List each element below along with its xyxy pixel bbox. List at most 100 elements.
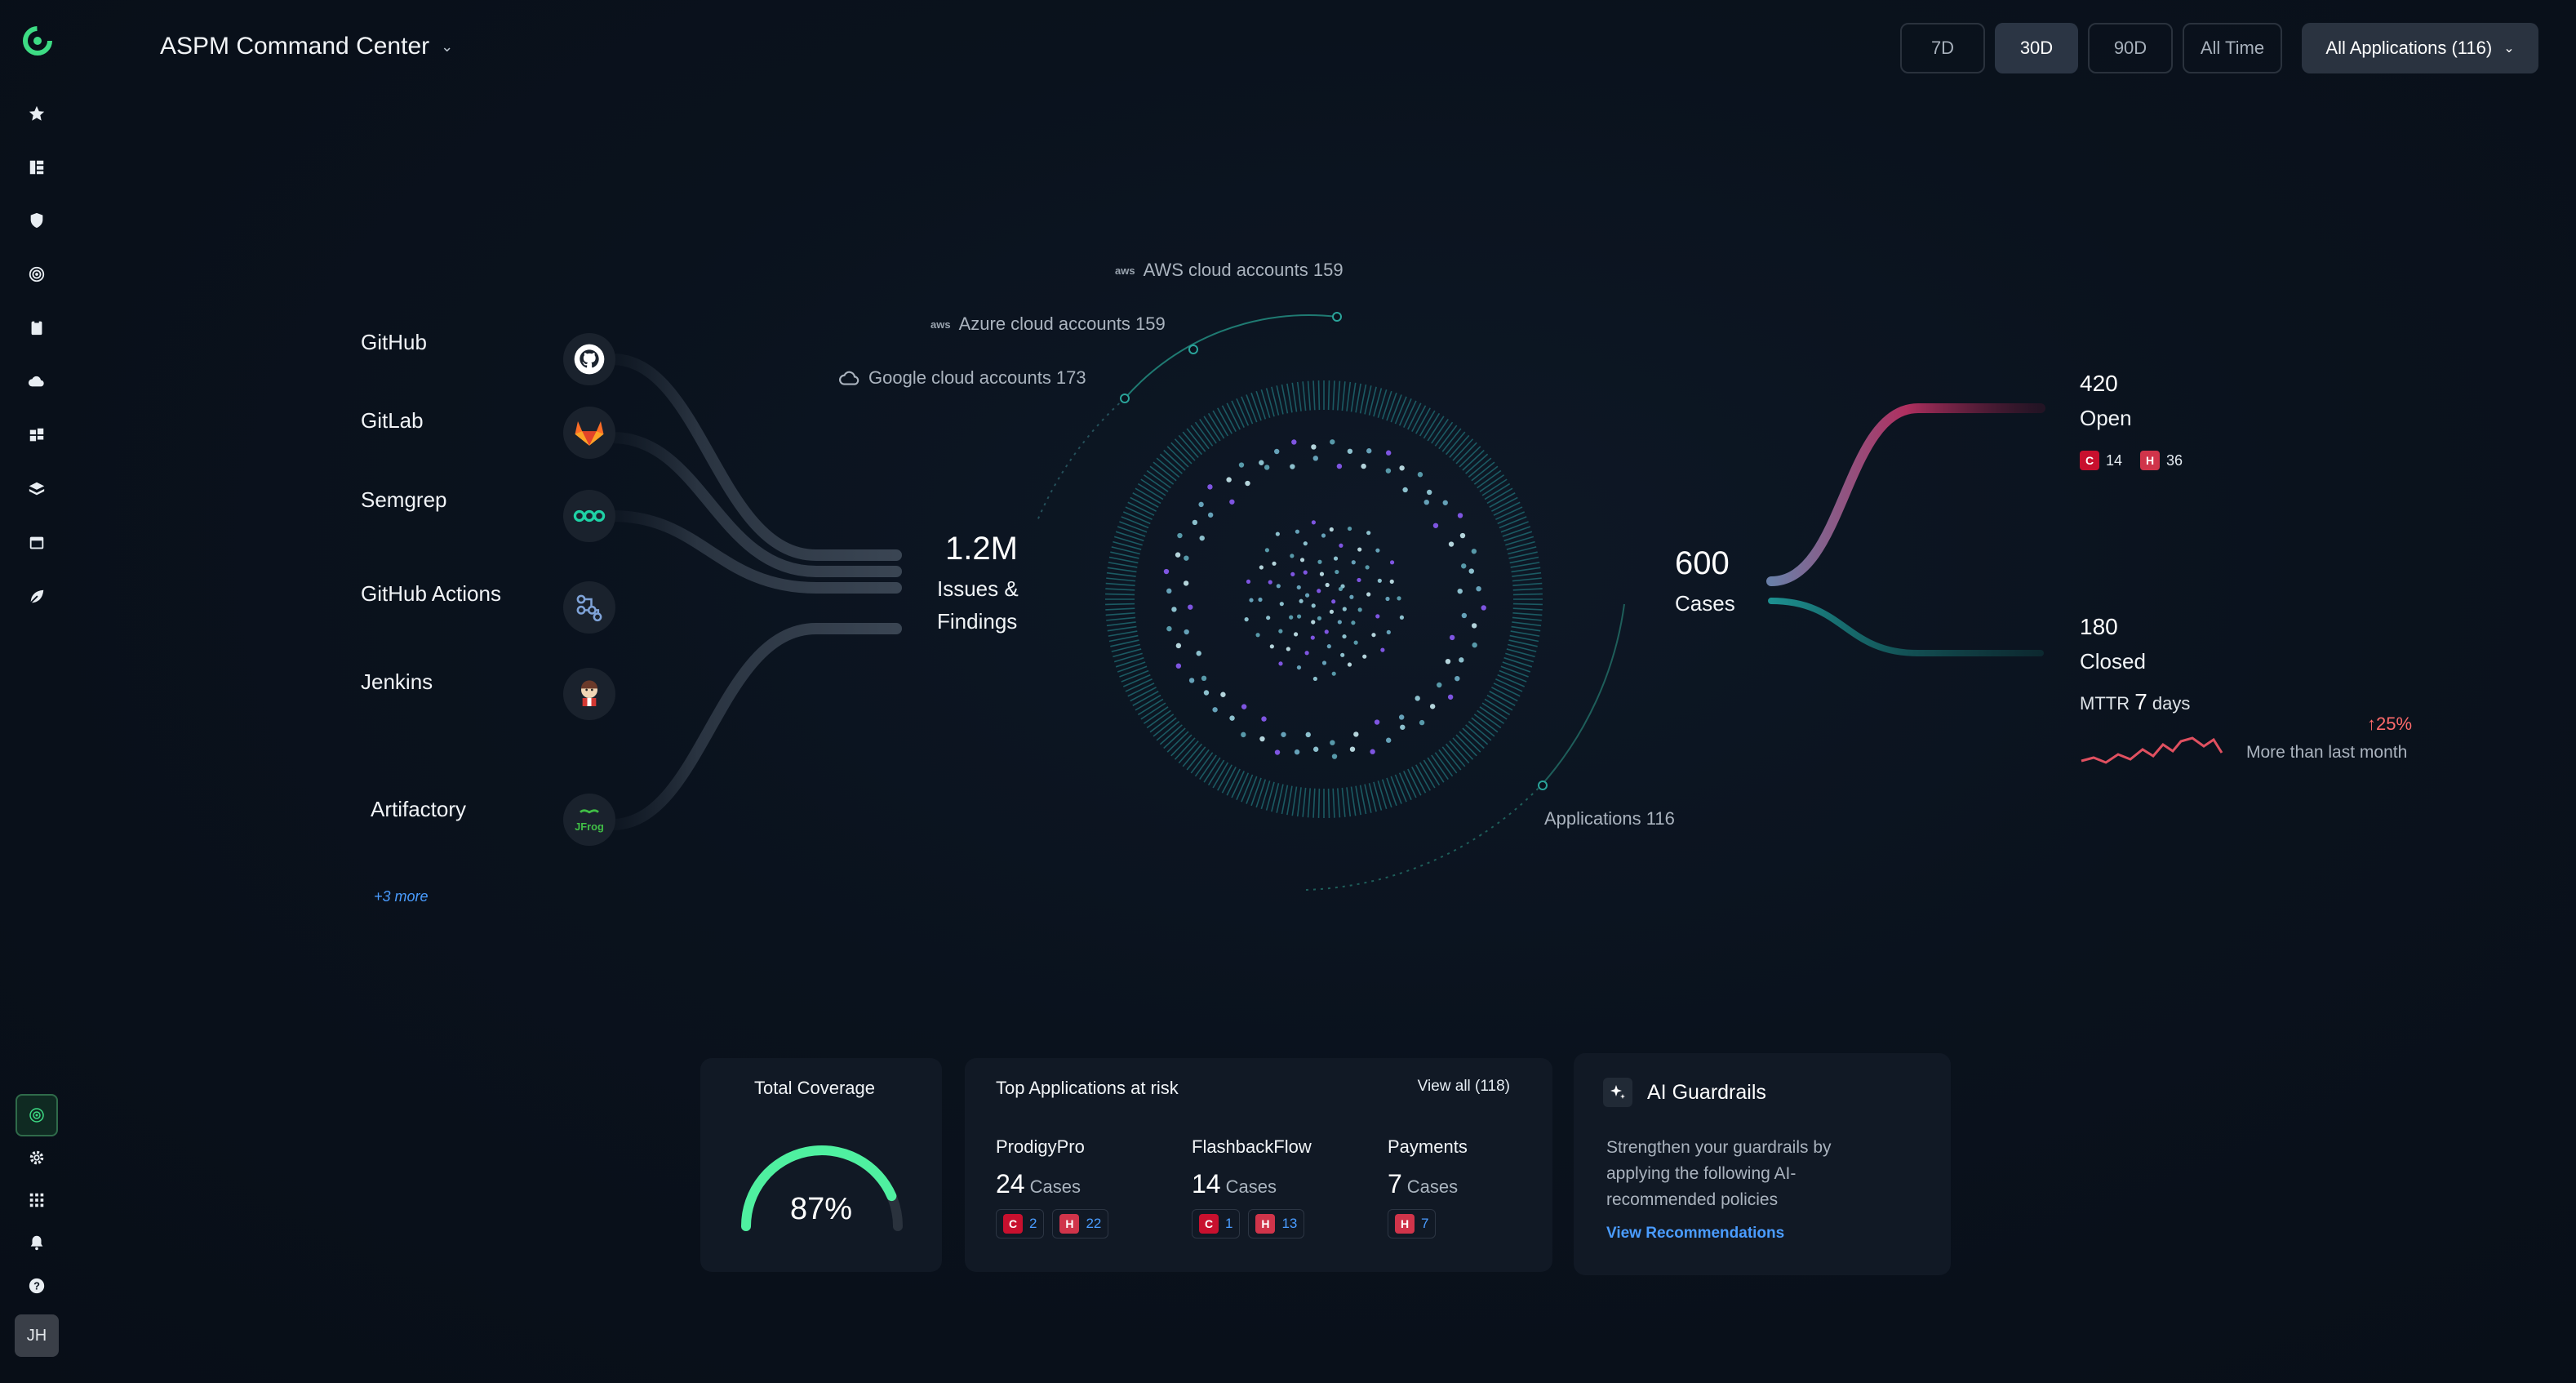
google-accounts-label: Google cloud accounts 173 (868, 367, 1086, 388)
range-90d-button[interactable]: 90D (2088, 23, 2173, 73)
svg-text:JFrog: JFrog (575, 820, 604, 833)
issues-summary: 1.2M Issues & Findings (937, 531, 1019, 638)
app-cases-word: Cases (1406, 1176, 1459, 1197)
findings-radial-ring (1105, 380, 1543, 818)
view-all-link[interactable]: View all (118) (1417, 1078, 1510, 1095)
source-github-label: GitHub (361, 330, 427, 354)
svg-text:?: ? (33, 1280, 40, 1292)
applications-count-label[interactable]: Applications 116 (1544, 808, 1675, 829)
window-icon[interactable] (24, 531, 49, 555)
mttr-prefix: MTTR (2080, 693, 2130, 714)
sources-more-link[interactable]: +3 more (374, 888, 429, 905)
app-logo[interactable] (21, 24, 54, 57)
cases-label: Cases (1675, 591, 1735, 616)
closed-cases-summary[interactable]: 180 Closed MTTR 7 days (2080, 614, 2190, 715)
guardrails-line: Strengthen your guardrails by (1606, 1138, 1832, 1157)
source-github-actions-label: GitHub Actions (361, 581, 501, 606)
cloud-icon (839, 371, 859, 385)
source-artifactory-label: Artifactory (371, 797, 467, 821)
high-count: 7 (1421, 1216, 1429, 1231)
gear-icon[interactable] (24, 1145, 49, 1170)
jenkins-icon[interactable] (563, 668, 615, 720)
bell-icon[interactable] (24, 1230, 49, 1255)
source-semgrep-label: Semgrep (361, 487, 447, 512)
avatar[interactable]: JH (15, 1314, 59, 1357)
star-icon[interactable] (24, 101, 49, 126)
ai-guardrails-title: AI Guardrails (1647, 1080, 1766, 1104)
page-title-text: ASPM Command Center (160, 33, 430, 60)
mttr-trend-text: More than last month (2246, 743, 2408, 762)
azure-icon: aws (930, 318, 951, 331)
shield-icon[interactable] (24, 208, 49, 233)
app-cases-word: Cases (1029, 1176, 1081, 1197)
github-actions-icon[interactable] (563, 581, 615, 634)
page-title[interactable]: ASPM Command Center ⌄ (160, 33, 453, 60)
apps-icon[interactable] (24, 423, 49, 447)
high-badge: H (2140, 451, 2161, 470)
mttr-trend-value: 25% (2376, 714, 2413, 734)
jfrog-icon[interactable]: JFrog (563, 794, 615, 846)
high-count-chip: H 13 (1248, 1209, 1305, 1238)
view-recommendations-link[interactable]: View Recommendations (1606, 1225, 1785, 1242)
aws-accounts[interactable]: aws AWS cloud accounts 159 (1115, 260, 1344, 281)
mttr-trend: ↑25% (2367, 714, 2412, 735)
open-cases-summary[interactable]: 420 Open C 14 H 36 (2080, 371, 2201, 470)
sidebar: ? JH (0, 0, 73, 1383)
layers-icon[interactable] (24, 477, 49, 501)
dashboard-icon[interactable] (24, 155, 49, 180)
open-label: Open (2080, 406, 2132, 430)
chevron-down-icon: ⌄ (2503, 42, 2515, 56)
coverage-card[interactable]: Total Coverage 87% (700, 1058, 942, 1272)
arrow-up-icon: ↑ (2367, 714, 2376, 734)
gitlab-icon[interactable] (563, 407, 615, 459)
leaf-icon[interactable] (24, 585, 49, 609)
closed-count: 180 (2080, 614, 2118, 639)
mttr-readout: MTTR 7 days (2080, 689, 2190, 715)
app-name: FlashbackFlow (1192, 1136, 1312, 1157)
semgrep-icon[interactable] (563, 490, 615, 542)
cloud-icon[interactable] (24, 369, 49, 394)
ai-guardrails-description: Strengthen your guardrails by applying t… (1606, 1135, 1832, 1213)
range-7d-button[interactable]: 7D (1900, 23, 1985, 73)
critical-count: 2 (1029, 1216, 1037, 1231)
coverage-value: 87% (789, 1192, 853, 1226)
mttr-sparkline (2081, 736, 2223, 764)
radar-icon[interactable] (16, 1094, 58, 1136)
target-icon[interactable] (24, 262, 49, 287)
coverage-title: Total Coverage (754, 1078, 875, 1098)
issues-label-line2: Findings (937, 609, 1018, 634)
issues-label-line1: Issues & (937, 576, 1019, 601)
high-badge: H (1395, 1214, 1415, 1234)
app-case-count: 14 (1192, 1169, 1221, 1198)
findings-dot-field (1163, 439, 1486, 759)
high-count: 22 (1086, 1216, 1102, 1231)
high-count: 13 (1281, 1216, 1298, 1231)
top-apps-card: Top Applications at risk View all (118) … (965, 1058, 1552, 1272)
critical-badge: C (1003, 1214, 1023, 1234)
top-apps-title: Top Applications at risk (996, 1078, 1179, 1098)
help-icon[interactable]: ? (24, 1274, 49, 1298)
grid-icon[interactable] (24, 1188, 49, 1212)
coverage-gauge (741, 1145, 903, 1231)
azure-accounts[interactable]: aws Azure cloud accounts 159 (930, 314, 1166, 335)
range-30d-button[interactable]: 30D (1995, 23, 2078, 73)
azure-accounts-label: Azure cloud accounts 159 (958, 314, 1166, 334)
range-alltime-button[interactable]: All Time (2183, 23, 2282, 73)
clipboard-icon[interactable] (24, 315, 49, 340)
aws-icon: aws (1115, 264, 1135, 277)
high-badge: H (1059, 1214, 1080, 1234)
critical-badge: C (1199, 1214, 1219, 1234)
app-cases-word: Cases (1225, 1176, 1277, 1197)
mttr-unit: days (2152, 693, 2191, 714)
google-accounts[interactable]: Google cloud accounts 173 (839, 367, 1086, 389)
applications-selector[interactable]: All Applications (116) ⌄ (2302, 23, 2538, 73)
ai-guardrails-card: AI Guardrails Strengthen your guardrails… (1574, 1053, 1951, 1275)
github-icon[interactable] (563, 333, 615, 385)
app-name: Payments (1388, 1136, 1468, 1157)
